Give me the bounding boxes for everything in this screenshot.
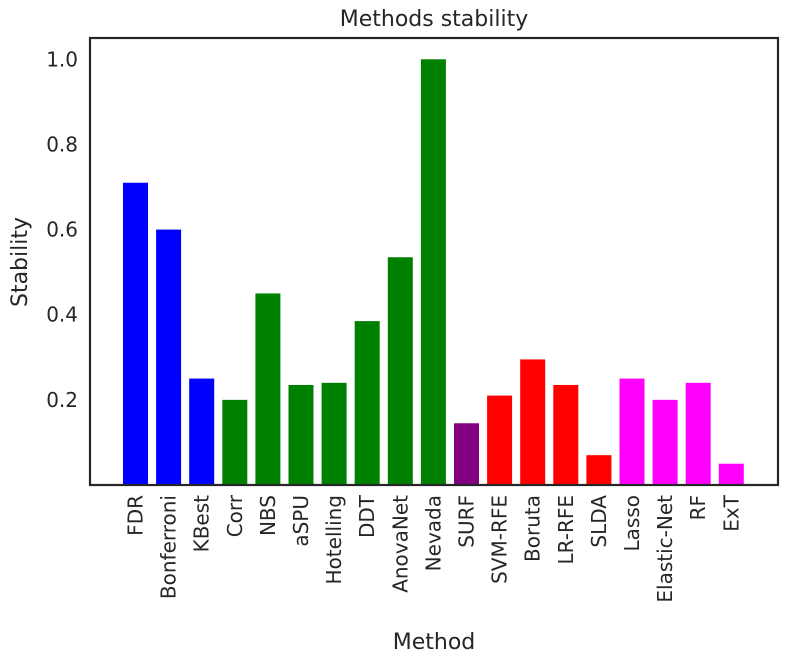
bar-nbs bbox=[255, 293, 281, 485]
x-tick-label: SVM-RFE bbox=[488, 495, 512, 584]
bar-hotelling bbox=[321, 382, 347, 485]
bar-kbest bbox=[189, 378, 215, 485]
y-tick-label: 0.6 bbox=[46, 218, 78, 242]
bar-surf bbox=[454, 423, 479, 485]
x-tick-label: RF bbox=[686, 495, 710, 520]
x-tick-label: SURF bbox=[455, 495, 479, 548]
x-tick-label: DDT bbox=[355, 494, 379, 538]
y-tick-label: 1.0 bbox=[46, 47, 78, 71]
x-tick-label: Bonferroni bbox=[157, 495, 181, 599]
bar-elastic-net bbox=[652, 399, 678, 485]
bar-fdr bbox=[123, 182, 148, 485]
x-tick-label: Corr bbox=[223, 494, 247, 537]
x-tick-label: KBest bbox=[190, 495, 214, 553]
bar-ddt bbox=[354, 321, 380, 485]
bar-anovanet bbox=[387, 257, 413, 485]
plot-frame bbox=[88, 36, 780, 487]
y-axis-label: Stability bbox=[8, 217, 33, 307]
bar-slda bbox=[586, 455, 612, 485]
bar-rf bbox=[685, 382, 711, 485]
bars bbox=[123, 59, 744, 486]
x-axis-label: Method bbox=[393, 630, 476, 655]
bar-lasso bbox=[619, 378, 645, 485]
bar-corr bbox=[222, 399, 248, 485]
bar-aspu bbox=[288, 384, 314, 485]
x-axis-ticks: FDR Bonferroni KBest Corr NBS aSPU Hotelling DD… bbox=[124, 494, 744, 602]
x-tick-label: Elastic-Net bbox=[653, 495, 677, 603]
bar-svm-rfe bbox=[487, 395, 513, 485]
x-tick-label: Hotelling bbox=[322, 495, 346, 584]
y-tick-label: 0.4 bbox=[46, 303, 78, 327]
y-axis-ticks: 0.2 0.4 0.6 0.8 1.0 bbox=[46, 47, 78, 412]
bar-boruta bbox=[520, 359, 546, 485]
x-tick-label: aSPU bbox=[289, 495, 313, 547]
x-tick-label: SLDA bbox=[587, 495, 611, 548]
x-tick-label: Nevada bbox=[421, 495, 445, 571]
bar-lr-rfe bbox=[553, 384, 579, 485]
x-tick-label: AnovaNet bbox=[388, 495, 412, 593]
y-tick-label: 0.8 bbox=[46, 132, 78, 156]
x-tick-label: LR-RFE bbox=[554, 495, 578, 564]
x-tick-label: FDR bbox=[124, 495, 148, 536]
x-tick-label: Boruta bbox=[521, 495, 545, 562]
chart-title: Methods stability bbox=[340, 7, 528, 32]
x-tick-label: NBS bbox=[256, 495, 280, 536]
bar-ext bbox=[718, 463, 744, 485]
bar-bonferroni bbox=[156, 229, 182, 485]
y-tick-label: 0.2 bbox=[46, 388, 78, 412]
x-tick-label: ExT bbox=[719, 494, 743, 531]
bar-nevada bbox=[420, 59, 446, 486]
x-tick-label: Lasso bbox=[620, 495, 644, 551]
